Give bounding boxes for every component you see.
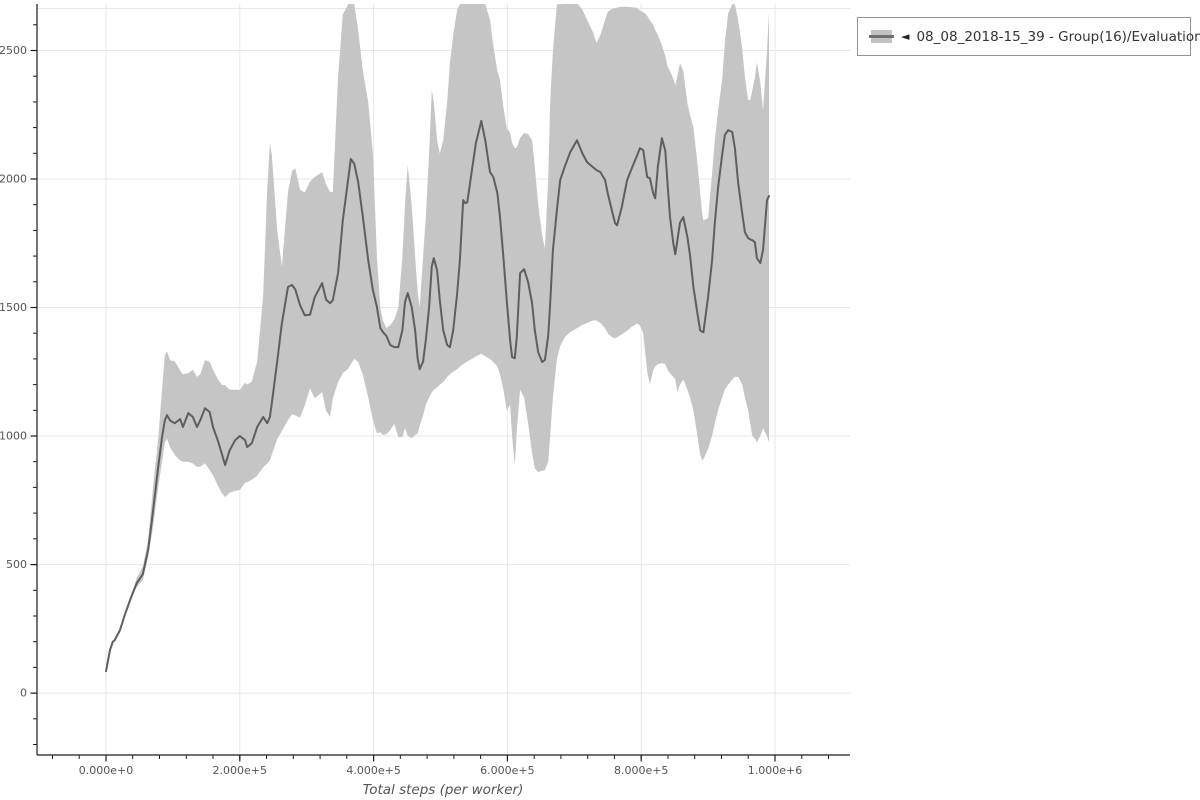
collapse-triangle-icon[interactable]: ◄ — [901, 30, 910, 43]
tick-labels: 0.000e+0 2.000e+5 4.000e+5 6.000e+5 8.000e+5… — [0, 44, 802, 777]
x-tick-label: 2.000e+5 — [213, 764, 267, 777]
x-axis-title: Total steps (per worker) — [363, 782, 524, 798]
y-tick-label: 2500 — [0, 44, 27, 57]
series-swatch-icon — [869, 30, 894, 43]
axes — [36, 4, 850, 756]
x-tick-label: 0.000e+0 — [79, 764, 133, 777]
x-tick-label: 1.000e+6 — [748, 764, 802, 777]
y-tick-label: 0 — [20, 687, 27, 700]
x-tick-label: 8.000e+5 — [614, 764, 668, 777]
tick-marks — [30, 24, 829, 762]
x-tick-label: 4.000e+5 — [346, 764, 400, 777]
y-tick-label: 2000 — [0, 173, 27, 186]
legend: ◄ 08_08_2018-15_39 - Group(16)/Evaluatio… — [857, 17, 1200, 56]
y-tick-label: 1500 — [0, 301, 27, 314]
band-area — [106, 4, 769, 672]
legend-label[interactable]: 08_08_2018-15_39 - Group(16)/Evaluation … — [916, 28, 1200, 45]
x-tick-label: 6.000e+5 — [480, 764, 534, 777]
mean-line — [105, 119, 770, 673]
y-tick-label: 1000 — [0, 430, 27, 443]
y-tick-label: 500 — [6, 558, 27, 571]
